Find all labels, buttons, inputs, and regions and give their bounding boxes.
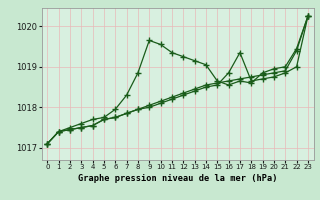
X-axis label: Graphe pression niveau de la mer (hPa): Graphe pression niveau de la mer (hPa) bbox=[78, 174, 277, 183]
